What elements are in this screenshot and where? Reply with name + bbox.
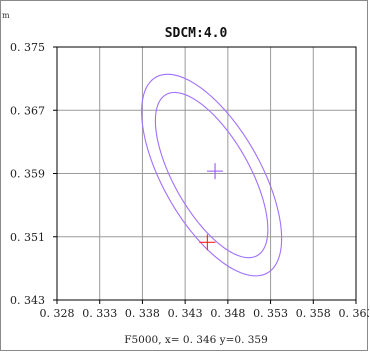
- x-tick-label: 0. 348: [210, 307, 245, 320]
- grid: [56, 46, 357, 301]
- x-tick-label: 0. 353: [253, 307, 288, 320]
- x-tick-label: 0. 363: [339, 307, 370, 320]
- y-axis-ticks: 0. 375 0. 367 0. 359 0. 351 0. 343: [10, 41, 57, 307]
- corner-mark: m: [2, 11, 10, 20]
- y-tick-label: 0. 367: [10, 104, 45, 117]
- marker-measured: [199, 234, 216, 251]
- y-tick-label: 0. 375: [10, 41, 45, 54]
- y-tick-label: 0. 343: [10, 294, 45, 307]
- y-tick-label: 0. 359: [10, 168, 45, 181]
- x-tick-label: 0. 358: [296, 307, 331, 320]
- y-tick-label: 0. 351: [10, 231, 45, 244]
- marker-center: [207, 163, 224, 180]
- x-tick-label: 0. 338: [125, 307, 160, 320]
- ellipse-layer: [141, 73, 283, 277]
- x-tick-label: 0. 343: [168, 307, 203, 320]
- x-axis-ticks: 0. 328 0. 333 0. 338 0. 343 0. 348 0. 353 0. 3…: [40, 300, 370, 320]
- x-tick-label: 0. 328: [40, 307, 75, 320]
- sdcm-ellipse: [154, 91, 269, 259]
- chart-title: SDCM:4.0: [165, 26, 228, 41]
- x-tick-label: 0. 333: [82, 307, 117, 320]
- sdcm-ellipse: [141, 73, 283, 277]
- footer-readout: F5000, x= 0. 346 y=0. 359: [124, 334, 268, 346]
- marker-layer: [199, 163, 224, 251]
